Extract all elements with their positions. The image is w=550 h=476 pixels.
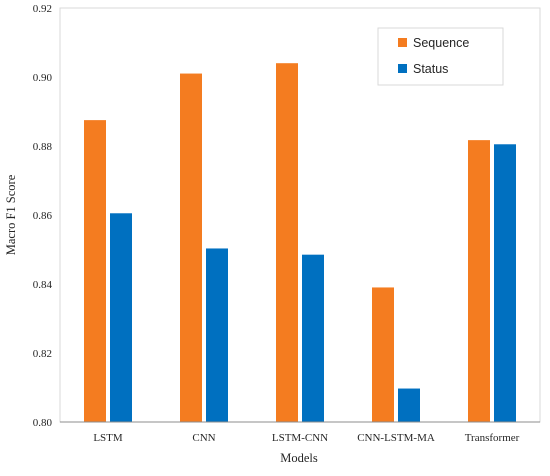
x-tick-label: LSTM bbox=[93, 432, 123, 444]
legend-label-sequence: Sequence bbox=[413, 36, 469, 50]
x-tick-label: LSTM-CNN bbox=[272, 432, 328, 444]
legend-label-status: Status bbox=[413, 62, 448, 76]
bar-status bbox=[110, 213, 132, 422]
legend-swatch-sequence bbox=[398, 38, 407, 47]
legend-swatch-status bbox=[398, 64, 407, 73]
x-axis-title: Models bbox=[280, 451, 318, 465]
legend-box bbox=[377, 27, 504, 86]
bar-sequence bbox=[468, 140, 490, 422]
y-tick-label: 0.80 bbox=[33, 417, 53, 429]
bar-sequence bbox=[180, 73, 202, 423]
bars bbox=[84, 63, 516, 423]
y-tick-label: 0.82 bbox=[33, 348, 52, 360]
bar-sequence bbox=[372, 287, 394, 422]
y-axis: 0.80 0.82 0.84 0.86 0.88 0.90 0.92 bbox=[33, 3, 53, 429]
bar-sequence bbox=[84, 120, 106, 422]
bar-status bbox=[302, 254, 324, 422]
bar-status bbox=[398, 388, 420, 422]
x-tick-label: CNN bbox=[192, 432, 215, 444]
x-tick-label: CNN-LSTM-MA bbox=[357, 432, 435, 444]
y-tick-label: 0.86 bbox=[33, 210, 53, 222]
legend: Sequence Status bbox=[377, 27, 504, 86]
y-tick-label: 0.84 bbox=[33, 279, 53, 291]
x-axis: LSTM CNN LSTM-CNN CNN-LSTM-MA Transformer bbox=[93, 432, 519, 444]
y-tick-label: 0.92 bbox=[33, 3, 52, 15]
bar-sequence bbox=[276, 63, 298, 422]
bar-status bbox=[206, 248, 228, 422]
y-tick-label: 0.88 bbox=[33, 141, 53, 153]
y-axis-title: Macro F1 Score bbox=[4, 174, 18, 255]
x-tick-label: Transformer bbox=[465, 432, 520, 444]
bar-status bbox=[494, 144, 516, 422]
y-tick-label: 0.90 bbox=[33, 72, 53, 84]
